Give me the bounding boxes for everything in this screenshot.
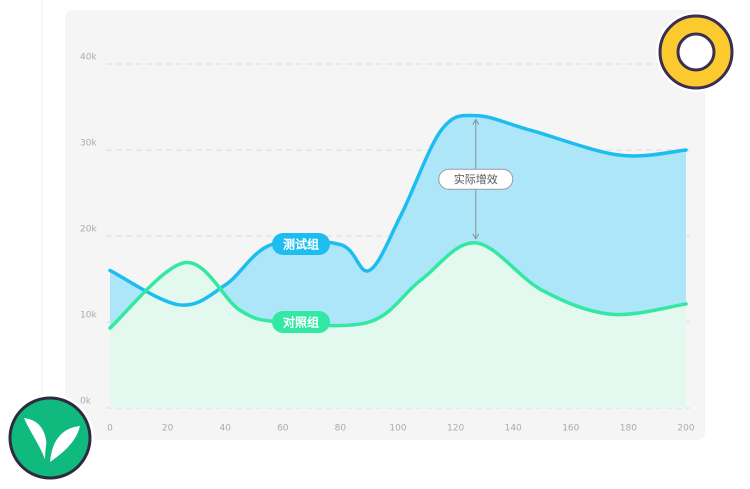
- area: [110, 242, 686, 408]
- y-tick-label: 20k: [80, 225, 97, 235]
- coin-icon: [656, 12, 736, 92]
- arrow-head: [472, 118, 480, 125]
- legend-pill: [272, 233, 330, 255]
- y-tick-label: 30k: [80, 139, 97, 149]
- x-tick-label: 20: [162, 424, 174, 434]
- x-tick-label: 160: [562, 424, 579, 434]
- x-tick-label: 140: [505, 424, 522, 434]
- arrow-head: [472, 233, 480, 240]
- legend-pill: [272, 311, 330, 333]
- line: [108, 113, 688, 307]
- leaf-icon: [6, 394, 94, 482]
- lines: [108, 113, 688, 330]
- y-tick-label: 0k: [80, 397, 92, 407]
- x-tick-label: 120: [447, 424, 464, 434]
- y-tick-label: 40k: [80, 53, 97, 63]
- legend-label: 对照组: [283, 315, 319, 330]
- areas: [110, 115, 686, 409]
- x-tick-label: 100: [389, 424, 406, 434]
- x-tick-label: 0: [107, 424, 113, 434]
- annotation: 实际增效: [454, 172, 498, 186]
- x-tick-label: 40: [219, 424, 231, 434]
- x-tick-label: 60: [277, 424, 289, 434]
- y-tick-label: 10k: [80, 311, 97, 321]
- x-tick-label: 180: [620, 424, 637, 434]
- line: [108, 241, 688, 330]
- legend-label: 测试组: [283, 237, 319, 252]
- x-tick-label: 200: [677, 424, 694, 434]
- annotation-pill: [438, 168, 514, 190]
- x-tick-label: 80: [335, 424, 347, 434]
